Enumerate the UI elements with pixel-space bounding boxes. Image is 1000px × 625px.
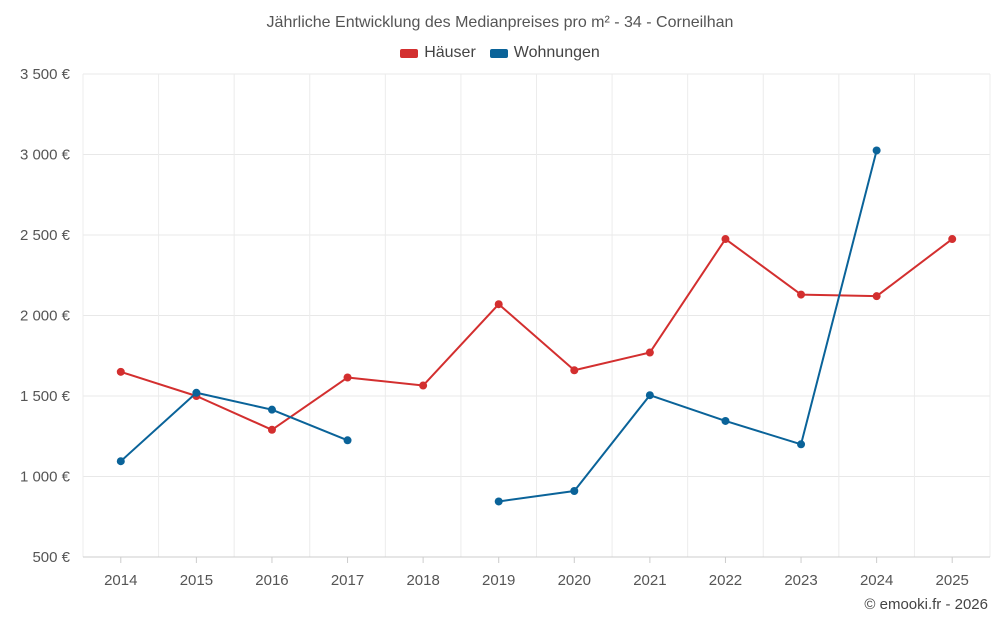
x-tick-label: 2024 xyxy=(860,572,893,589)
data-point-haeuser-2025 xyxy=(948,235,957,244)
x-tick-label: 2019 xyxy=(482,572,515,589)
data-point-wohnungen-2024 xyxy=(872,146,881,155)
y-tick-label: 3 000 € xyxy=(20,147,71,164)
x-tick-label: 2020 xyxy=(558,572,591,589)
legend-label-wohnungen: Wohnungen xyxy=(513,44,600,61)
y-tick-label: 3 500 € xyxy=(20,66,71,83)
legend-swatch-wohnungen xyxy=(489,48,508,58)
series-line-wohnungen xyxy=(119,391,349,463)
data-point-haeuser-2023 xyxy=(797,290,806,299)
data-point-wohnungen-2020 xyxy=(570,486,579,495)
data-point-wohnungen-2016 xyxy=(267,405,276,414)
y-tick-label: 2 000 € xyxy=(20,308,71,325)
x-tick-label: 2018 xyxy=(406,572,439,589)
y-tick-label: 1 000 € xyxy=(20,469,71,486)
chart-title: Jährliche Entwicklung des Medianpreises … xyxy=(266,14,734,31)
data-point-haeuser-2020 xyxy=(570,366,579,375)
y-tick-label: 1 500 € xyxy=(20,388,71,405)
x-tick-label: 2017 xyxy=(331,572,364,589)
y-tick-label: 500 € xyxy=(32,549,70,566)
legend: Häuser Wohnungen xyxy=(0,44,1000,62)
data-point-haeuser-2016 xyxy=(267,425,276,434)
data-point-wohnungen-2022 xyxy=(721,416,730,425)
x-tick-label: 2021 xyxy=(633,572,666,589)
data-point-wohnungen-2023 xyxy=(797,440,806,449)
data-point-wohnungen-2017 xyxy=(343,436,352,445)
data-point-haeuser-2022 xyxy=(721,235,730,244)
data-point-haeuser-2017 xyxy=(343,373,352,382)
data-point-haeuser-2019 xyxy=(494,300,503,309)
legend-swatch-haeuser xyxy=(400,48,419,58)
x-tick-label: 2015 xyxy=(180,572,213,589)
data-point-wohnungen-2015 xyxy=(192,388,201,397)
x-tick-label: 2023 xyxy=(784,572,817,589)
data-point-wohnungen-2019 xyxy=(494,497,503,506)
y-tick-label: 2 500 € xyxy=(20,227,71,244)
data-point-haeuser-2021 xyxy=(645,348,654,357)
legend-item-wohnungen[interactable]: Wohnungen xyxy=(489,44,600,62)
credit-text: © emooki.fr - 2026 xyxy=(864,596,988,613)
x-tick-label: 2014 xyxy=(104,572,137,589)
x-tick-label: 2022 xyxy=(709,572,742,589)
x-tick-label: 2025 xyxy=(936,572,969,589)
data-point-haeuser-2014 xyxy=(116,367,125,376)
data-point-wohnungen-2014 xyxy=(116,457,125,466)
legend-item-haeuser[interactable]: Häuser xyxy=(400,44,476,62)
data-point-haeuser-2018 xyxy=(419,381,428,390)
data-point-wohnungen-2021 xyxy=(645,391,654,400)
x-tick-label: 2016 xyxy=(255,572,288,589)
legend-label-haeuser: Häuser xyxy=(424,44,476,61)
series-line-haeuser xyxy=(119,238,954,431)
series-line-wohnungen xyxy=(497,149,878,503)
data-point-haeuser-2024 xyxy=(872,292,881,301)
